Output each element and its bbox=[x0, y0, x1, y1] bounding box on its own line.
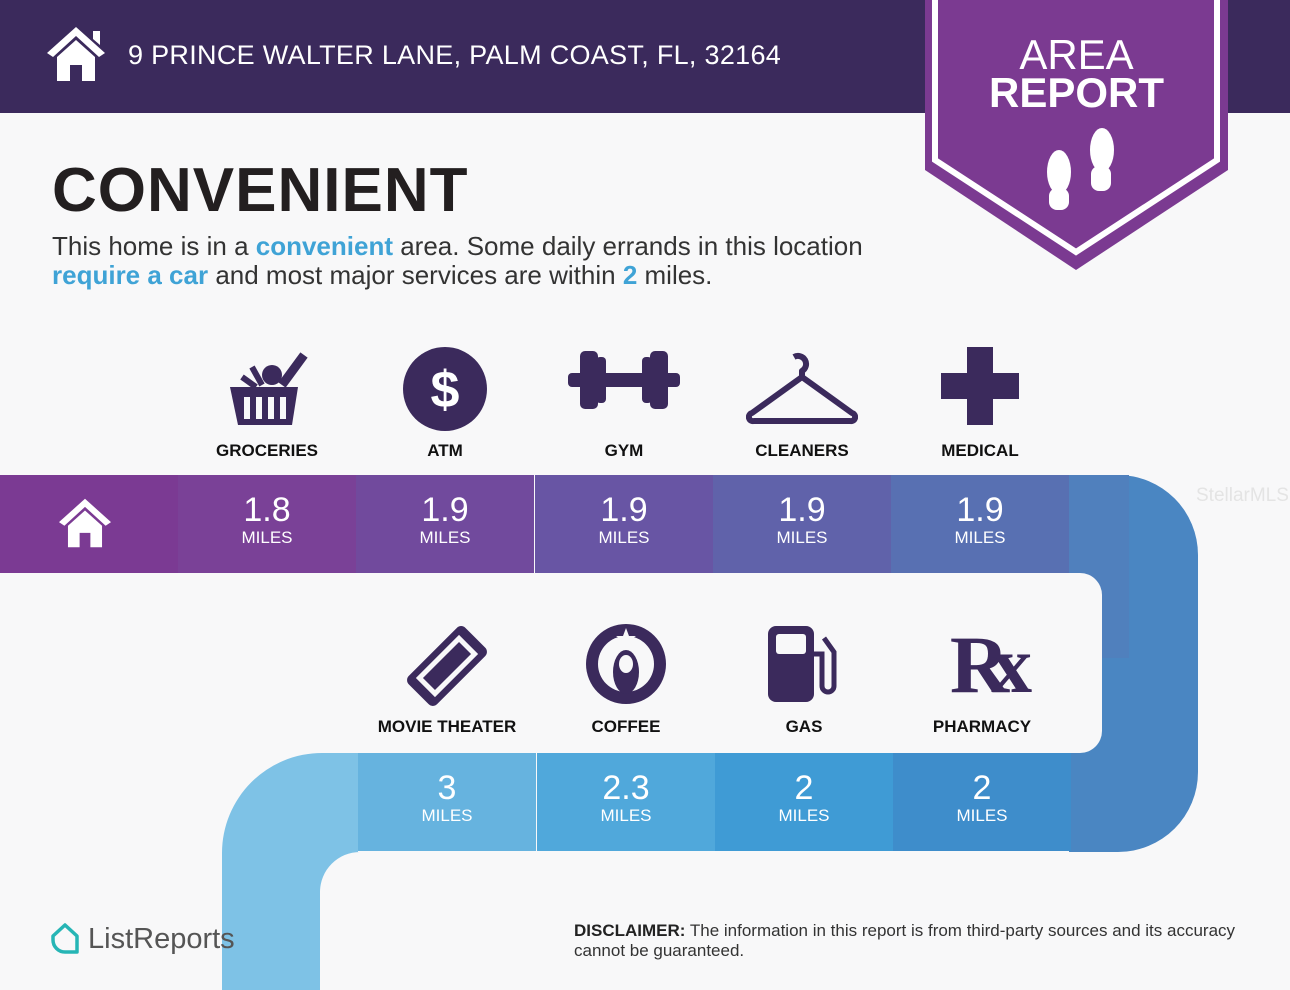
distance-unit: MILES bbox=[956, 806, 1008, 825]
page-title: CONVENIENT bbox=[52, 156, 469, 225]
dollar-icon: $ bbox=[356, 347, 534, 431]
listreports-logo: ListReports bbox=[50, 922, 235, 956]
distance-cell: 1.8 MILES bbox=[178, 475, 356, 573]
home-icon bbox=[59, 498, 111, 548]
distance-cell: 1.9 MILES bbox=[713, 475, 891, 573]
medical-cross-icon bbox=[891, 347, 1069, 425]
watermark: StellarMLS bbox=[1196, 485, 1289, 506]
area-report-badge bbox=[925, 0, 1228, 270]
distance-cell: 1.9 MILES bbox=[891, 475, 1069, 573]
distance-value: 1.9 bbox=[956, 491, 1004, 529]
badge-title: AREA REPORT bbox=[988, 31, 1164, 116]
distance-value: 1.9 bbox=[600, 491, 648, 529]
ticket-icon bbox=[358, 624, 536, 708]
category-label: ATM bbox=[427, 441, 463, 460]
distance-cell: 2 MILES bbox=[715, 753, 893, 851]
category-label: CLEANERS bbox=[755, 441, 849, 460]
distance-value: 1.8 bbox=[243, 491, 291, 529]
dumbbell-icon bbox=[535, 347, 713, 413]
category-label: MEDICAL bbox=[941, 441, 1019, 460]
distance-unit: MILES bbox=[419, 528, 471, 547]
distance-cell: 1.9 MILES bbox=[535, 475, 713, 573]
listreports-logo-icon bbox=[51, 923, 79, 954]
house-icon bbox=[47, 27, 105, 81]
rx-icon: Rx bbox=[949, 619, 1032, 710]
category-label: GROCERIES bbox=[215, 441, 319, 460]
distance-unit: MILES bbox=[778, 806, 830, 825]
distance-unit: MILES bbox=[241, 528, 293, 547]
category-label: COFFEE bbox=[591, 717, 661, 736]
distance-value: 1.9 bbox=[778, 491, 826, 529]
distance-cell: 1.9 MILES bbox=[356, 475, 534, 573]
distance-value: 2.3 bbox=[602, 769, 650, 807]
category-label: PHARMACY bbox=[932, 717, 1032, 736]
distance-unit: MILES bbox=[954, 528, 1006, 547]
description: This home is in a convenient area. Some … bbox=[52, 231, 863, 290]
category-label: GYM bbox=[604, 441, 644, 460]
distance-unit: MILES bbox=[776, 528, 828, 547]
disclaimer: DISCLAIMER: The information in this repo… bbox=[574, 921, 1236, 960]
category-label: GAS bbox=[785, 717, 823, 736]
category-label: MOVIE THEATER bbox=[377, 717, 517, 736]
distance-value: 2 bbox=[794, 769, 814, 807]
distance-value: 2 bbox=[972, 769, 992, 807]
distance-unit: MILES bbox=[421, 806, 473, 825]
distance-unit: MILES bbox=[598, 528, 650, 547]
coffee-logo-icon bbox=[537, 624, 715, 704]
grocery-basket-icon bbox=[178, 347, 356, 427]
distance-value: 1.9 bbox=[421, 491, 469, 529]
distance-unit: MILES bbox=[600, 806, 652, 825]
gas-pump-icon bbox=[715, 624, 893, 704]
distance-cell: 2 MILES bbox=[893, 753, 1071, 851]
svg-text:$: $ bbox=[431, 361, 460, 419]
distance-cell: 2.3 MILES bbox=[537, 753, 715, 851]
footprints-icon bbox=[1047, 128, 1114, 210]
distance-cell: 3 MILES bbox=[358, 753, 536, 851]
distance-value: 3 bbox=[437, 769, 457, 807]
address: 9 PRINCE WALTER LANE, PALM COAST, FL, 32… bbox=[128, 40, 782, 70]
hanger-icon bbox=[713, 347, 891, 427]
